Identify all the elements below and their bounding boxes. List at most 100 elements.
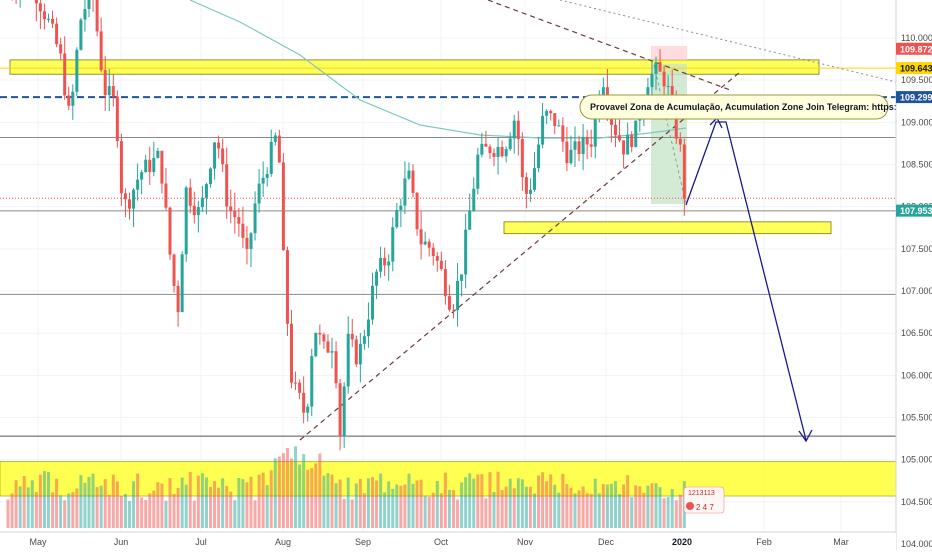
volume-bar	[172, 493, 176, 528]
zone-resistance	[9, 59, 820, 75]
candle-body	[618, 135, 622, 141]
volume-bar	[468, 473, 472, 528]
candle-body	[322, 334, 326, 342]
candle-body	[431, 247, 435, 257]
volume-bar	[51, 492, 55, 528]
candle-body	[674, 102, 678, 139]
candle-body	[128, 199, 131, 209]
candle-body	[395, 209, 399, 228]
candle-body	[524, 177, 528, 194]
candle-body	[476, 154, 480, 189]
candle-body	[622, 140, 626, 155]
time-tick-label: 2020	[672, 537, 692, 547]
candle-body	[253, 203, 257, 234]
volume-bar	[14, 480, 18, 528]
volume-bar	[273, 458, 277, 528]
candle-body	[326, 341, 330, 353]
volume-bar	[6, 499, 10, 528]
volume-bar	[67, 493, 71, 528]
volume-bar	[541, 472, 545, 528]
volume-bar	[379, 473, 383, 528]
annotation-callout[interactable]: Provavel Zona de Acumulação, Acumulation…	[579, 94, 932, 120]
volume-bar	[537, 475, 541, 528]
volume-bar	[144, 499, 148, 528]
volume-bar	[350, 499, 354, 528]
volume-bar	[670, 488, 674, 528]
candle-body	[366, 319, 370, 337]
time-tick-label: Aug	[275, 537, 291, 547]
volume-bar	[277, 456, 281, 528]
candle-body	[111, 86, 115, 97]
volume-bar	[34, 492, 38, 528]
volume-bar	[407, 473, 411, 528]
candle-body	[119, 141, 123, 194]
candle-body	[184, 187, 188, 255]
price-axis[interactable]: 110.000109.500109.000108.500108.000107.5…	[895, 0, 932, 550]
price-tag-bg	[896, 62, 932, 75]
volume-bar	[119, 496, 123, 528]
volume-bar	[87, 476, 91, 528]
candle-body	[302, 392, 306, 413]
candle-body	[468, 210, 472, 230]
volume-bar	[626, 475, 630, 528]
time-tick-label: Jun	[114, 537, 129, 547]
volume-bar	[480, 474, 484, 528]
candle-body	[83, 9, 87, 20]
moving-average-line	[189, 0, 687, 139]
volume-bar	[22, 475, 26, 528]
candle-body	[188, 187, 192, 206]
candle-body	[192, 205, 196, 216]
candle-body	[480, 143, 484, 155]
volume-bar	[605, 484, 609, 528]
candle-body	[245, 237, 249, 249]
volume-bar	[609, 483, 613, 528]
candle-body	[452, 309, 455, 311]
volume-bar	[346, 477, 350, 528]
volume-bar	[184, 484, 188, 528]
volume-bar	[79, 475, 83, 528]
volume-bar	[257, 474, 261, 528]
candle-body	[565, 141, 569, 164]
price-tick-label: 109.500	[901, 75, 932, 85]
volume-bar	[261, 472, 265, 528]
price-tag-bg	[896, 91, 932, 104]
volume-bar	[447, 489, 451, 528]
candle-body	[391, 227, 395, 262]
price-tag-bg	[896, 42, 932, 55]
volume-bar	[411, 483, 415, 528]
volume-bar	[225, 486, 229, 528]
candle-body	[443, 269, 447, 297]
volume-bar	[565, 484, 569, 528]
candle-body	[51, 18, 55, 24]
volume-bar	[237, 478, 241, 528]
volume-bar	[253, 500, 257, 528]
candle-body	[541, 115, 545, 145]
volume-bar	[342, 498, 346, 528]
volume-bar	[334, 483, 338, 528]
candle-body	[662, 71, 666, 87]
volume-bar	[508, 478, 512, 528]
time-axis[interactable]: May Jun Jul Aug Sep Oct Nov Dec 2020 Feb Mar	[0, 531, 896, 550]
time-tick-label: Nov	[517, 537, 534, 547]
volume-bar	[152, 490, 156, 528]
candle-body	[277, 135, 281, 163]
volume-bar	[330, 474, 334, 528]
candle-body	[614, 124, 617, 136]
badge-line-1: 1213113	[688, 490, 715, 497]
volume-bar	[55, 478, 59, 528]
candle-body	[55, 23, 59, 45]
candle-body	[75, 49, 79, 92]
volume-bar	[241, 479, 245, 528]
price-tick-label: 105.500	[901, 413, 932, 423]
candle-body	[38, 3, 42, 12]
candle-body	[221, 148, 225, 165]
volume-bar	[589, 493, 593, 528]
candle-body	[585, 136, 589, 145]
candle-body	[666, 86, 670, 88]
volume-bar	[452, 490, 455, 528]
candle-body	[209, 168, 212, 185]
volume-bar	[516, 478, 520, 528]
candle-body	[383, 257, 387, 266]
